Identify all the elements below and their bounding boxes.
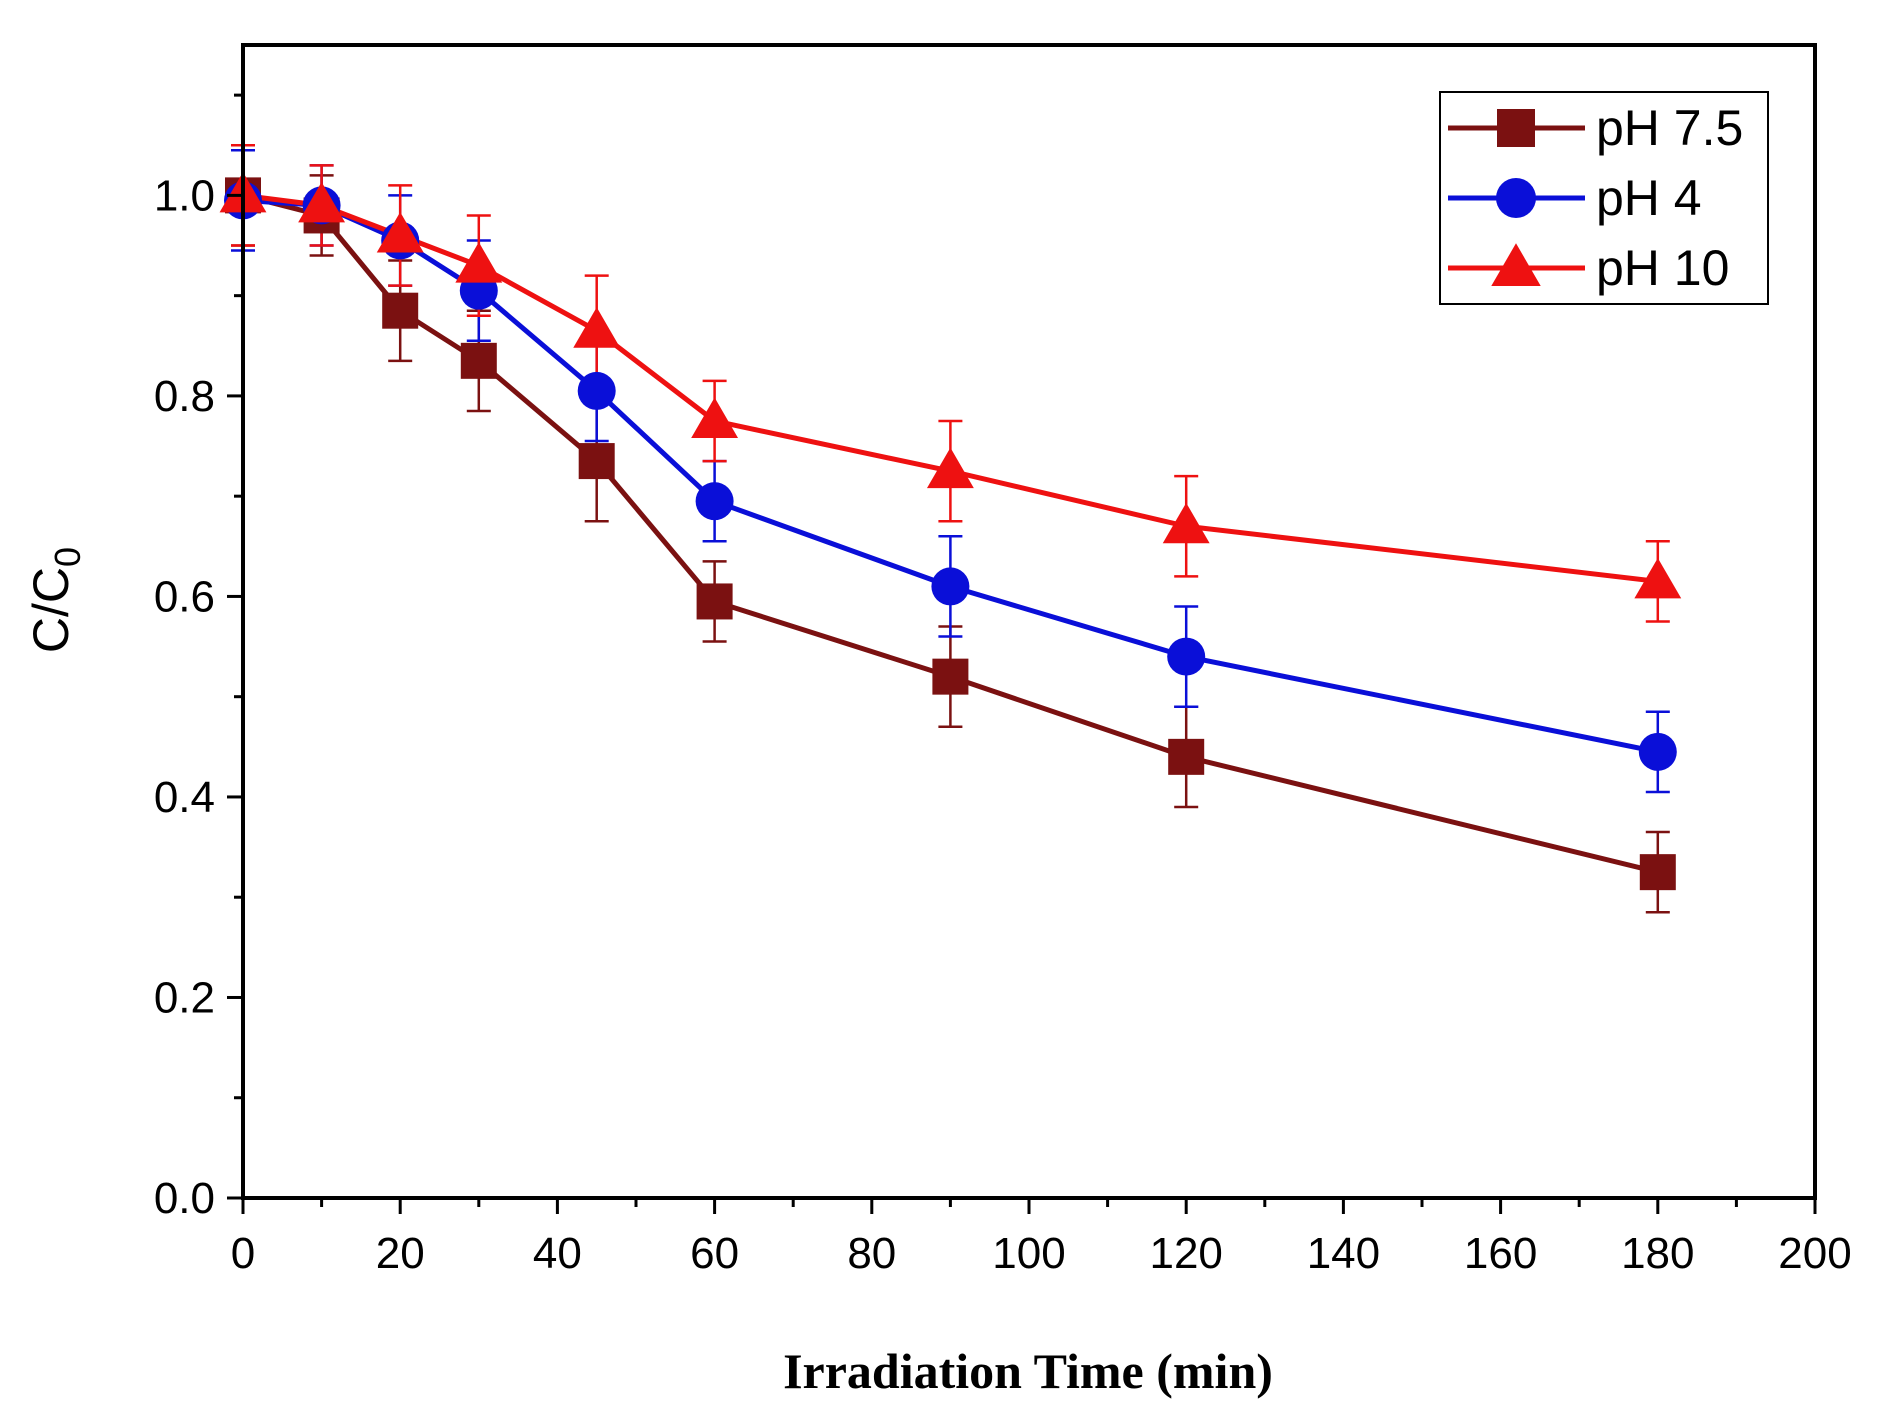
y-tick-label: 0.4	[154, 773, 215, 822]
legend-item-ph-10: pH 10	[1448, 240, 1729, 296]
data-point-ph-7-5	[696, 583, 733, 620]
data-point-ph-10	[1162, 502, 1210, 544]
data-point-ph-7-5	[382, 292, 419, 329]
legend-items: pH 7.5 pH 4 pH 10	[1448, 100, 1743, 296]
legend-label: pH 7.5	[1596, 100, 1743, 156]
x-axis-label: Irradiation Time (min)	[783, 1343, 1273, 1399]
y-tick-label: 1.0	[154, 171, 215, 220]
legend-swatch-marker	[1497, 109, 1535, 147]
data-point-ph-4	[695, 482, 734, 521]
x-tick-label: 80	[847, 1229, 896, 1278]
data-point-ph-4	[577, 371, 616, 410]
legend-item-ph-7-5: pH 7.5	[1448, 100, 1743, 156]
data-point-ph-10	[573, 307, 621, 348]
x-tick-label: 60	[690, 1229, 739, 1278]
y-axis-label-main: C/C	[23, 567, 79, 653]
data-point-ph-10	[926, 447, 974, 489]
x-tick-label: 0	[231, 1229, 255, 1278]
x-tick-label: 120	[1149, 1229, 1222, 1278]
data-point-ph-7-5	[460, 342, 497, 379]
data-point-ph-4	[1167, 637, 1206, 676]
data-point-ph-10	[1634, 557, 1682, 599]
x-tick-label: 100	[992, 1229, 1065, 1278]
series-markers	[219, 171, 1682, 891]
data-point-ph-4	[1638, 732, 1677, 771]
legend: pH 7.5 pH 4 pH 10	[1439, 91, 1769, 305]
x-tick-label: 160	[1464, 1229, 1537, 1278]
y-axis-ticks: 0.0 0.2 0.4 0.6 0.8 1.0	[154, 93, 243, 1223]
legend-swatch-marker	[1496, 178, 1536, 218]
legend-swatch-marker	[1491, 243, 1541, 286]
legend-item-ph-4: pH 4	[1448, 170, 1702, 226]
x-axis-ticks: 0 20 40 60 80 100 120 140 160 180 200	[231, 1198, 1852, 1278]
x-tick-label: 200	[1778, 1229, 1851, 1278]
data-point-ph-7-5	[932, 658, 969, 695]
y-tick-label: 0.0	[154, 1174, 215, 1223]
x-tick-label: 180	[1621, 1229, 1694, 1278]
legend-label: pH 10	[1596, 240, 1729, 296]
x-tick-label: 40	[533, 1229, 582, 1278]
y-axis-label-subscript: 0	[47, 547, 88, 567]
data-point-ph-10	[298, 181, 346, 223]
y-tick-label: 0.2	[154, 973, 215, 1022]
data-point-ph-4	[931, 567, 970, 606]
x-tick-label: 20	[376, 1229, 425, 1278]
data-point-ph-7-5	[1168, 738, 1205, 775]
data-point-ph-7-5	[1639, 854, 1676, 891]
data-point-ph-7-5	[578, 443, 615, 480]
data-point-ph-10	[455, 242, 503, 283]
y-tick-label: 0.6	[154, 572, 215, 621]
y-tick-label: 0.8	[154, 372, 215, 421]
data-point-ph-10	[691, 397, 739, 438]
data-point-ph-10	[376, 212, 424, 253]
y-axis-label: C/C0	[23, 547, 88, 653]
x-tick-label: 140	[1307, 1229, 1380, 1278]
legend-label: pH 4	[1596, 170, 1702, 226]
